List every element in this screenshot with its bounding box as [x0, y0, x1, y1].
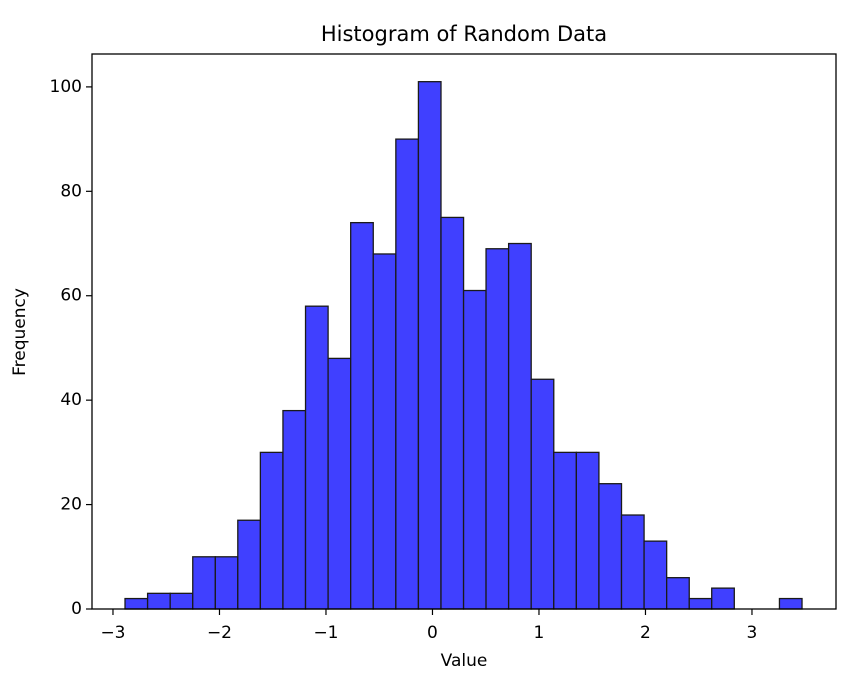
x-tick-label: 3 — [747, 623, 758, 643]
bar — [553, 451, 578, 610]
bar — [507, 242, 532, 610]
bar — [598, 483, 623, 610]
bar — [485, 248, 510, 610]
bar — [711, 587, 735, 610]
y-tick-label: 100 — [50, 77, 82, 97]
bar — [643, 540, 668, 610]
y-tick-label: 40 — [60, 390, 82, 410]
chart-title: Histogram of Random Data — [321, 22, 607, 46]
bar — [620, 514, 645, 610]
bar — [395, 138, 420, 610]
y-tick-label: 80 — [60, 181, 82, 201]
bar — [146, 592, 171, 610]
bar — [214, 556, 239, 610]
x-axis-label: Value — [441, 651, 488, 671]
x-tick-label: −3 — [100, 623, 125, 643]
x-tick-label: −1 — [313, 623, 338, 643]
bar — [237, 519, 262, 610]
bar — [666, 577, 690, 610]
bar — [372, 253, 397, 610]
bar — [417, 81, 442, 610]
plot-frame — [91, 53, 837, 610]
bar — [259, 451, 284, 610]
bar — [688, 597, 713, 610]
bar — [462, 289, 487, 610]
bar — [440, 216, 465, 610]
x-tick-label: 0 — [427, 623, 438, 643]
x-tick-label: 2 — [640, 623, 651, 643]
bar — [282, 409, 307, 610]
bar — [778, 597, 803, 610]
bar — [530, 378, 555, 610]
bar — [124, 597, 149, 610]
bar — [192, 556, 216, 610]
y-tick-label: 20 — [60, 495, 82, 515]
bar — [575, 451, 600, 610]
bar — [169, 592, 194, 610]
bar — [350, 221, 374, 610]
y-axis-label: Frequency — [10, 288, 30, 376]
x-tick-label: 1 — [534, 623, 545, 643]
bar — [304, 305, 329, 610]
y-tick-label: 60 — [60, 286, 82, 306]
y-tick-label: 0 — [71, 599, 82, 619]
bar — [327, 357, 352, 610]
x-tick-label: −2 — [207, 623, 232, 643]
